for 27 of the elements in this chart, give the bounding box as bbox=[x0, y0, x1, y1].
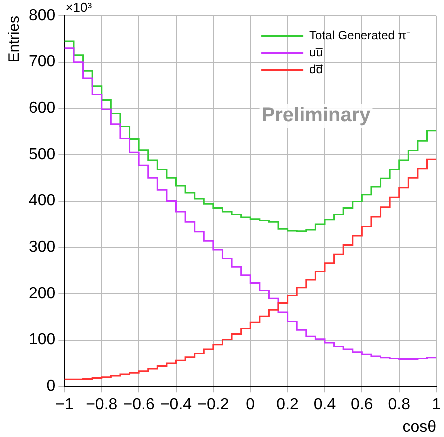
text: ×10³ bbox=[66, 0, 93, 16]
x-tick-label: −0.4 bbox=[160, 396, 192, 414]
y-tick-label: 300 bbox=[28, 239, 56, 256]
legend-label: uu̅ bbox=[310, 45, 324, 60]
y-tick-label: 0 bbox=[46, 378, 56, 396]
x-tick-label: 0.2 bbox=[276, 396, 300, 414]
y-tick-label: 100 bbox=[28, 332, 56, 349]
annotation: Preliminary bbox=[262, 104, 372, 127]
x-tick-label: −0.6 bbox=[123, 396, 155, 414]
y-tick-label: 200 bbox=[28, 285, 56, 302]
y-tick-label: 600 bbox=[28, 100, 56, 118]
x-tick-label: 0.4 bbox=[314, 396, 336, 414]
y-tick-label: 400 bbox=[28, 192, 56, 210]
x-tick-label: 0.8 bbox=[388, 396, 411, 414]
x-tick-label: −0.8 bbox=[86, 396, 118, 414]
legend-label: dd̅ bbox=[310, 62, 324, 76]
y-tick-label: 700 bbox=[28, 54, 56, 71]
x-tick-label: −1 bbox=[56, 396, 74, 414]
x-tick-label: 1 bbox=[432, 396, 442, 414]
legend-label: Total Generated π⁻ bbox=[310, 28, 411, 42]
y-tick-label: 800 bbox=[28, 7, 56, 24]
y-tick-label: 500 bbox=[28, 146, 56, 164]
x-axis-title: cosθ bbox=[402, 418, 437, 436]
x-tick-label: 0 bbox=[246, 396, 256, 414]
x-tick-label: 0.6 bbox=[351, 396, 374, 414]
y-axis-title: Entries bbox=[6, 16, 24, 63]
x-tick-label: −0.2 bbox=[198, 396, 230, 414]
